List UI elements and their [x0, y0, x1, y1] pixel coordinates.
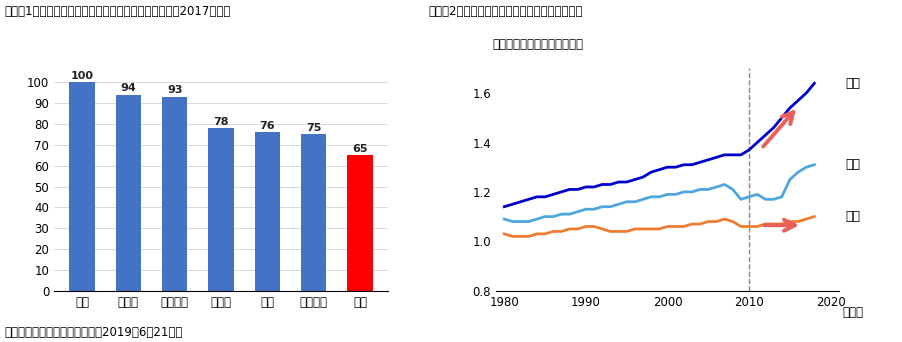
Bar [162, 97, 188, 291]
Text: 日本: 日本 [846, 210, 861, 223]
Text: 78: 78 [213, 117, 229, 127]
Bar [254, 132, 280, 291]
Text: 米国: 米国 [846, 77, 861, 90]
Bar [208, 128, 234, 291]
Text: （年）: （年） [842, 306, 863, 319]
Bar [347, 155, 373, 291]
Text: 93: 93 [167, 85, 182, 95]
Text: 94: 94 [121, 83, 136, 93]
Text: 【図袆2　先進国企業のマークアップ率の推移】: 【図袆2 先進国企業のマークアップ率の推移】 [428, 5, 583, 18]
Text: 100: 100 [70, 71, 94, 81]
Bar [115, 95, 141, 291]
Text: 【図袆1　時間当たり実質労働生産性の対米国比水準（2017年）】: 【図袆1 時間当たり実質労働生産性の対米国比水準（2017年）】 [5, 5, 231, 18]
Bar [301, 134, 327, 291]
Bar [69, 82, 95, 291]
Text: （出所：成長戦略実行計画案　2019年6月21日）: （出所：成長戦略実行計画案 2019年6月21日） [5, 326, 183, 339]
Text: 企業のマークアップ率（倍）: 企業のマークアップ率（倍） [492, 38, 584, 51]
Text: 75: 75 [306, 123, 321, 133]
Text: 欧州: 欧州 [846, 158, 861, 171]
Text: 76: 76 [260, 121, 275, 131]
Text: 65: 65 [352, 144, 368, 154]
